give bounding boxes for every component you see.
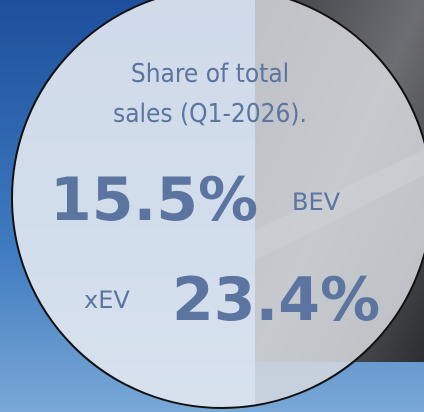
circle-outline — [11, 0, 424, 409]
stat-label: BEV — [292, 188, 341, 216]
stat-value: 23.4% — [172, 265, 380, 335]
stat-value: 15.5% — [50, 165, 258, 235]
caption-line: Share of total — [131, 59, 289, 89]
stat-label: xEV — [84, 286, 130, 314]
caption-line: sales (Q1-2026). — [113, 99, 307, 129]
